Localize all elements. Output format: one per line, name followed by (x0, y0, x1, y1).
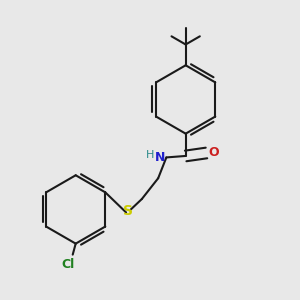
Text: H: H (146, 150, 154, 160)
Text: Cl: Cl (61, 259, 75, 272)
Text: N: N (155, 151, 166, 164)
Text: O: O (209, 146, 220, 160)
Text: S: S (124, 204, 134, 218)
